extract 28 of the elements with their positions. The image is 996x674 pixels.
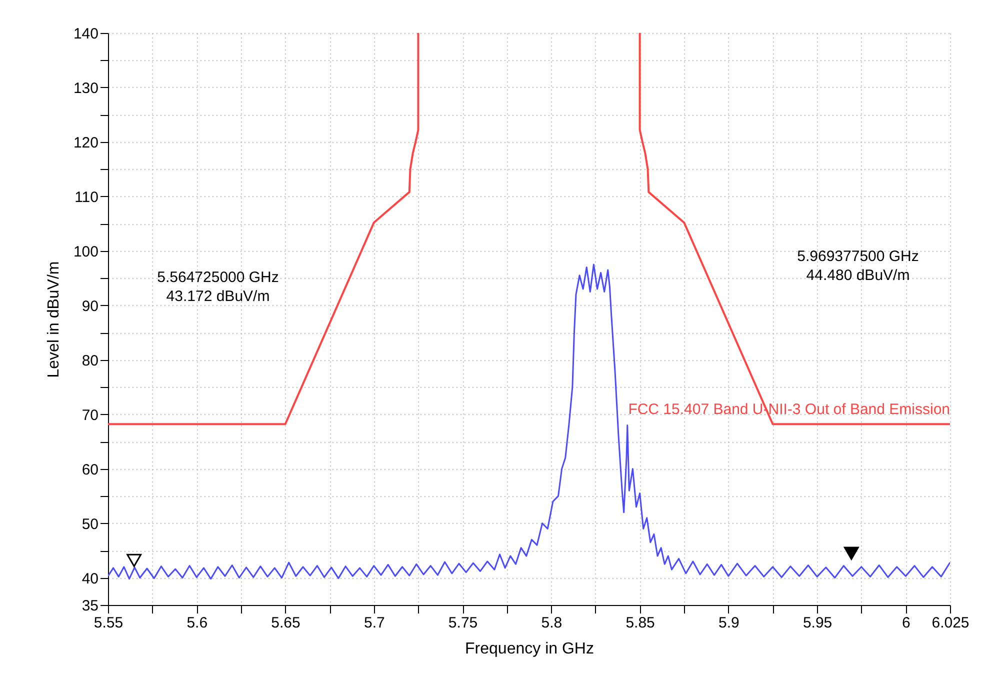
y-tick-label: 70 <box>82 406 98 424</box>
x-tick-label: 5.6 <box>186 614 208 632</box>
x-tick-label: 5.9 <box>718 614 740 632</box>
annotation: 5.564725000 GHz 43.172 dBuV/m <box>157 269 279 305</box>
x-tick-label: 5.95 <box>802 614 832 632</box>
x-tick-label: 6 <box>902 614 910 632</box>
x-tick-label: 5.7 <box>364 614 385 632</box>
y-tick-label: 50 <box>82 516 98 533</box>
y-tick-label: 35 <box>82 598 98 614</box>
y-tick-label: 130 <box>73 80 98 97</box>
y-tick-label: 60 <box>82 461 98 478</box>
x-tick-label: 5.65 <box>271 614 300 632</box>
line-series <box>108 264 950 580</box>
y-tick-label: 90 <box>82 298 98 315</box>
x-tick-label: 5.8 <box>541 614 562 632</box>
x-tick-label: 5.85 <box>626 614 655 632</box>
y-tick-label: 120 <box>73 134 98 152</box>
annotation: 5.969377500 GHz 44.480 dBuV/m <box>797 248 919 284</box>
x-tick-label: 6.025 <box>932 614 970 632</box>
x-axis-title: Frequency in GHz <box>465 640 594 658</box>
y-tick-label: 40 <box>82 570 98 588</box>
x-tick-label: 5.55 <box>94 614 124 632</box>
y-tick-label: 100 <box>73 243 98 260</box>
x-tick-label: 5.75 <box>448 614 478 632</box>
y-tick-label: 80 <box>82 352 98 370</box>
y-axis-title: Level in dBuV/m <box>45 261 62 378</box>
y-tick-label: 140 <box>73 26 98 42</box>
y-tick-label: 110 <box>74 188 98 206</box>
